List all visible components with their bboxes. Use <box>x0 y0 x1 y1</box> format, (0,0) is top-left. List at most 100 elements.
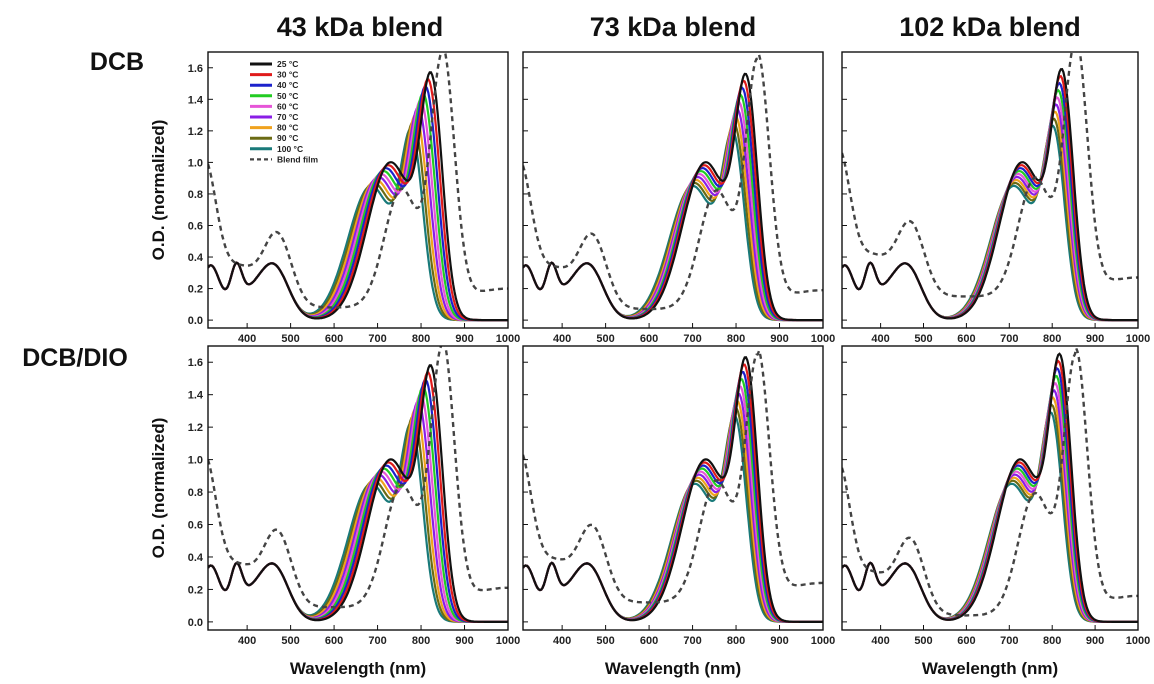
x-tick-label: 800 <box>412 333 430 345</box>
series-80c-line <box>523 399 823 623</box>
series-blend-film-line <box>842 52 1138 298</box>
series-80c-line <box>523 114 823 322</box>
x-tick-label: 1000 <box>496 333 520 345</box>
y-tick-label: 1.0 <box>188 455 203 467</box>
y-tick-label: 0.4 <box>188 552 204 564</box>
y-tick-label: 1.6 <box>188 63 203 75</box>
x-tick-label: 400 <box>871 333 889 345</box>
series-40c-line <box>523 86 823 322</box>
x-tick-label: 700 <box>683 333 701 345</box>
series-100c-line <box>842 410 1138 623</box>
series-70c-line <box>523 392 823 623</box>
x-tick-label: 800 <box>1043 635 1061 647</box>
x-tick-label: 400 <box>871 635 889 647</box>
y-tick-label: 0.0 <box>188 315 203 327</box>
series-25c-line <box>842 68 1138 322</box>
x-tick-label: 800 <box>727 333 745 345</box>
series-50c-line <box>523 377 823 623</box>
legend-label: 80 °C <box>277 123 298 133</box>
row-title-dcb: DCB <box>90 48 144 76</box>
y-tick-label: 1.2 <box>188 126 203 138</box>
x-axis-label: Wavelength (nm) <box>290 659 426 678</box>
y-tick-label: 0.6 <box>188 220 203 232</box>
x-tick-label: 700 <box>683 635 701 647</box>
series-blend-film-line <box>842 346 1138 617</box>
y-tick-label: 1.6 <box>188 357 203 369</box>
x-tick-label: 600 <box>640 333 658 345</box>
legend-label: 70 °C <box>277 112 298 122</box>
panel-4-curves <box>208 346 508 623</box>
legend: 25 °C30 °C40 °C50 °C60 °C70 °C80 °C90 °C… <box>250 59 319 164</box>
x-tick-label: 900 <box>1086 635 1104 647</box>
y-tick-label: 0.2 <box>188 284 203 296</box>
y-tick-label: 0.6 <box>188 520 203 532</box>
y-tick-label: 0.8 <box>188 189 203 201</box>
series-40c-line <box>523 370 823 623</box>
series-blend-film-line <box>523 52 823 311</box>
series-100c-line <box>523 414 823 623</box>
y-tick-label: 1.2 <box>188 422 203 434</box>
panel-5: 400 500 600 700 800 900 1000 Wavelength (nm) <box>522 345 835 678</box>
column-title-73kda: 73 kDa blend <box>590 12 757 42</box>
x-tick-label: 700 <box>1000 635 1018 647</box>
x-tick-label: 800 <box>1043 333 1061 345</box>
panel-6-curves <box>842 346 1138 623</box>
legend-label: 60 °C <box>277 101 298 111</box>
y-axis-label: O.D. (normalized) <box>149 418 168 559</box>
x-tick-label: 800 <box>412 635 430 647</box>
series-60c-line <box>842 382 1138 623</box>
x-tick-label: 400 <box>238 635 256 647</box>
x-tick-label: 500 <box>596 333 614 345</box>
legend-label: 90 °C <box>277 133 298 143</box>
y-tick-label: 1.4 <box>188 390 204 402</box>
panel-2: 400 500 600 700 800 900 1000 <box>522 51 835 345</box>
panel-6: 400 500 600 700 800 900 1000 Wavelength (nm) <box>841 345 1150 678</box>
x-tick-label: 600 <box>640 635 658 647</box>
panels: 400 500 600 700 800 900 1000 0.0 0.2 0.4 0.6 0.8 1.0… <box>149 51 1150 678</box>
series-25c-line <box>208 364 508 623</box>
series-25c-line <box>842 352 1138 623</box>
x-axis-label: Wavelength (nm) <box>922 659 1058 678</box>
series-100c-line <box>842 124 1138 322</box>
series-25c-line <box>208 71 508 322</box>
panel-1: 400 500 600 700 800 900 1000 0.0 0.2 0.4 0.6 0.8 1.0… <box>149 51 520 345</box>
legend-label: 30 °C <box>277 70 298 80</box>
series-60c-line <box>523 385 823 623</box>
series-90c-line <box>523 406 823 623</box>
series-50c-line <box>842 88 1138 322</box>
y-tick-label: 1.0 <box>188 157 203 169</box>
x-tick-label: 500 <box>281 635 299 647</box>
series-blend-film-line <box>208 346 508 609</box>
panel-1-curves <box>208 52 508 322</box>
panel-6-frame <box>841 345 1139 631</box>
y-tick-label: 1.4 <box>188 94 204 106</box>
series-50c-line <box>842 374 1138 623</box>
series-90c-line <box>523 122 823 322</box>
legend-label: 100 °C <box>277 144 303 154</box>
panel-2-frame <box>522 51 824 329</box>
panel-3-frame <box>841 51 1139 329</box>
x-tick-label: 500 <box>596 635 614 647</box>
x-tick-label: 1000 <box>1126 635 1150 647</box>
series-80c-line <box>208 407 508 623</box>
panel-5-frame <box>522 345 824 631</box>
series-25c-line <box>523 72 823 322</box>
series-80c-line <box>842 396 1138 623</box>
x-tick-label: 400 <box>553 635 571 647</box>
y-tick-label: 0.2 <box>188 584 203 596</box>
column-title-43kda: 43 kDa blend <box>277 12 444 42</box>
series-60c-line <box>523 101 823 322</box>
series-30c-line <box>208 371 508 623</box>
x-tick-label: 900 <box>1086 333 1104 345</box>
x-tick-label: 700 <box>368 333 386 345</box>
x-tick-label: 900 <box>770 635 788 647</box>
panel-4-frame <box>207 345 509 631</box>
panel-3: 400 500 600 700 800 900 1000 <box>841 51 1150 345</box>
x-tick-label: 500 <box>914 635 932 647</box>
series-25c-line <box>523 356 823 623</box>
panel-4: 400 500 600 700 800 900 1000 0.0 0.2 0.4 0.6 0.8 1.0… <box>149 345 520 678</box>
series-40c-line <box>208 378 508 623</box>
x-tick-label: 400 <box>553 333 571 345</box>
x-tick-label: 1000 <box>1126 333 1150 345</box>
panel-1-frame <box>207 51 509 329</box>
